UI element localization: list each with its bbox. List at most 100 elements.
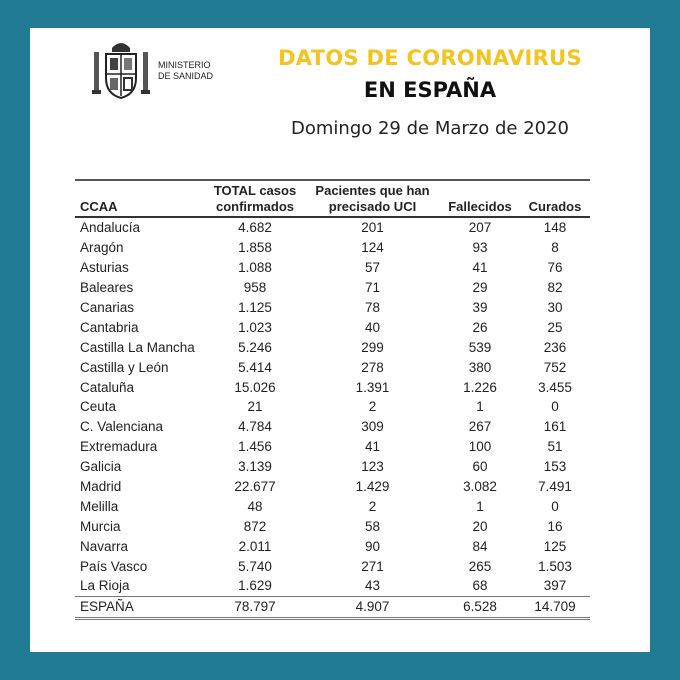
- cell-deaths: 380: [468, 359, 492, 375]
- cell-confirmed: 15.026: [234, 379, 276, 395]
- cell-deaths: 29: [472, 280, 488, 296]
- cell-confirmed: 3.139: [238, 459, 272, 475]
- cell-region: C. Valenciana: [80, 419, 164, 435]
- cell-deaths: 68: [472, 578, 488, 594]
- cell-deaths: 1: [476, 399, 484, 415]
- table-row: Extremadura 1.456 41 100 51: [75, 437, 590, 457]
- cell-confirmed: 1.858: [238, 240, 272, 256]
- cell-deaths: 267: [468, 419, 492, 435]
- cell-deaths: 26: [472, 319, 488, 335]
- cell-icu: 57: [364, 260, 381, 276]
- cell-recovered: 236: [543, 339, 567, 355]
- ministry-line-2: DE SANIDAD: [158, 71, 214, 81]
- cell-confirmed: 958: [243, 280, 267, 296]
- cell-icu: 124: [361, 240, 384, 256]
- cell-icu: 271: [361, 558, 384, 574]
- cell-deaths: 207: [468, 220, 492, 236]
- cell-recovered: 148: [543, 220, 567, 236]
- cell-icu: 1.391: [355, 379, 390, 395]
- cell-recovered: 8: [551, 240, 559, 256]
- cell-icu: 278: [361, 359, 384, 375]
- table-row: Galicia 3.139 123 60 153: [75, 457, 590, 477]
- cell-deaths: 539: [468, 339, 492, 355]
- cell-region: Madrid: [80, 479, 122, 495]
- cell-confirmed: 4.682: [238, 220, 272, 236]
- table-row: Madrid 22.677 1.429 3.082 7.491: [75, 477, 590, 497]
- cell-icu: 43: [364, 578, 381, 594]
- title-line-1: DATOS DE CORONAVIRUS: [278, 46, 582, 70]
- cell-icu: 78: [364, 300, 381, 315]
- cell-recovered: 30: [547, 300, 563, 315]
- cell-icu: 40: [364, 319, 381, 335]
- cell-recovered: 7.491: [538, 479, 572, 495]
- ministry-name: MINISTERIO DE SANIDAD: [158, 60, 213, 82]
- table-row: Ceuta 21 2 1 0: [75, 397, 590, 417]
- cell-recovered: 14.709: [534, 599, 576, 615]
- table-row: Aragón 1.858 124 93 8: [75, 238, 590, 258]
- report-date: Domingo 29 de Marzo de 2020: [291, 118, 569, 139]
- table-row: Baleares 958 71 29 82: [75, 278, 590, 298]
- cell-region: Andalucía: [80, 220, 141, 236]
- table-row: País Vasco 5.740 271 265 1.503: [75, 556, 590, 576]
- table-row: Canarias 1.125 78 39 30: [75, 298, 590, 318]
- cell-region: Canarias: [80, 300, 135, 315]
- cell-deaths: 20: [472, 518, 488, 534]
- ministry-line-1: MINISTERIO: [158, 60, 211, 70]
- cell-deaths: 41: [472, 260, 488, 276]
- table-row: Castilla y León 5.414 278 380 752: [75, 357, 590, 377]
- cell-icu: 309: [361, 419, 384, 435]
- cell-confirmed: 5.246: [238, 339, 272, 355]
- column-header-recovered: Curados: [528, 199, 582, 214]
- cell-confirmed: 1.629: [238, 578, 272, 594]
- cell-confirmed: 1.456: [238, 439, 272, 455]
- cell-region: Aragón: [80, 240, 124, 256]
- cell-region: Castilla y León: [80, 359, 169, 375]
- cell-region: Ceuta: [80, 399, 117, 415]
- cell-deaths: 1: [476, 498, 484, 514]
- table-header-row: CCAA TOTAL casos confirmados Pacientes qu…: [75, 180, 590, 217]
- cell-confirmed: 48: [247, 498, 263, 514]
- cell-icu: 299: [361, 339, 384, 355]
- table-row: Asturias 1.088 57 41 76: [75, 258, 590, 278]
- cell-confirmed: 2.011: [238, 538, 272, 554]
- column-header-deaths: Fallecidos: [448, 199, 512, 214]
- table-row: Murcia 872 58 20 16: [75, 516, 590, 536]
- column-header-confirmed: TOTAL casos confirmados: [213, 183, 297, 214]
- cell-icu: 58: [364, 518, 381, 534]
- table-row: C. Valenciana 4.784 309 267 161: [75, 417, 590, 437]
- cell-icu: 4.907: [355, 599, 390, 615]
- cell-confirmed: 1.125: [238, 300, 272, 315]
- table-row: Andalucía 4.682 201 207 148: [75, 217, 590, 238]
- cell-region: Galicia: [80, 459, 122, 475]
- cell-icu: 2: [368, 399, 377, 415]
- cell-region: La Rioja: [80, 578, 130, 594]
- cell-recovered: 0: [551, 399, 559, 415]
- cell-region: Asturias: [80, 260, 129, 276]
- data-table: CCAA TOTAL casos confirmados Pacientes qu…: [75, 179, 590, 620]
- table-row: Cataluña 15.026 1.391 1.226 3.455: [75, 377, 590, 397]
- cell-confirmed: 21: [247, 399, 263, 415]
- cell-recovered: 25: [547, 319, 563, 335]
- coat-of-arms-icon: [92, 43, 150, 100]
- cell-deaths: 39: [472, 300, 488, 315]
- cell-region: Cantabria: [80, 319, 139, 335]
- cell-confirmed: 5.740: [238, 558, 272, 574]
- table-row: Melilla 48 2 1 0: [75, 496, 590, 516]
- cell-recovered: 0: [551, 498, 559, 514]
- cell-region: Navarra: [80, 538, 129, 554]
- cell-region: Castilla La Mancha: [80, 339, 195, 355]
- cell-region: Cataluña: [80, 379, 135, 395]
- cell-deaths: 3.082: [463, 479, 497, 495]
- cell-confirmed: 1.023: [238, 319, 272, 335]
- table-row: Navarra 2.011 90 84 125: [75, 536, 590, 556]
- table-row: Castilla La Mancha 5.246 299 539 236: [75, 337, 590, 357]
- column-header-icu: Pacientes que han precisado UCI: [315, 183, 430, 214]
- cell-confirmed: 4.784: [238, 419, 272, 435]
- table-row: La Rioja 1.629 43 68 397: [75, 576, 590, 596]
- cell-confirmed: 1.088: [238, 260, 272, 276]
- cell-region: Murcia: [80, 518, 121, 534]
- cell-deaths: 100: [468, 439, 492, 455]
- cell-region: Melilla: [80, 498, 119, 514]
- title-line-2: EN ESPAÑA: [363, 78, 497, 102]
- cell-confirmed: 5.414: [238, 359, 272, 375]
